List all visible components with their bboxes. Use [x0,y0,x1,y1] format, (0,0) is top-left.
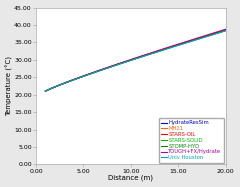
HydrateResSim [196,38,199,40]
STARS-SOLID [224,29,227,31]
STOMP-HYD [207,35,210,37]
STARS-SOLID [151,52,154,54]
STARS-SOLID [154,51,157,53]
Univ Houston [44,90,47,92]
HydrateResSim [151,52,154,54]
TOUGH+FX/Hydrate [45,90,48,92]
Y-axis label: Temperature (°C): Temperature (°C) [6,56,13,116]
Univ Houston [151,53,154,55]
Univ Houston [207,35,210,37]
STARS-OIL [151,52,154,54]
MH21 [44,90,47,92]
TOUGH+FX/Hydrate [44,90,47,92]
STARS-SOLID [151,52,154,54]
MH21 [196,37,199,39]
STOMP-HYD [224,29,227,32]
STOMP-HYD [44,90,47,92]
TOUGH+FX/Hydrate [196,37,199,39]
Line: Univ Houston: Univ Houston [45,31,226,91]
STOMP-HYD [196,38,199,40]
TOUGH+FX/Hydrate [224,28,227,31]
Univ Houston [45,90,48,92]
MH21 [207,33,210,36]
MH21 [151,51,154,54]
MH21 [154,50,157,52]
TOUGH+FX/Hydrate [154,50,157,53]
STARS-OIL [44,90,47,92]
HydrateResSim [151,52,154,54]
Line: TOUGH+FX/Hydrate: TOUGH+FX/Hydrate [45,30,226,91]
HydrateResSim [45,90,48,92]
Legend: HydrateResSim, MH21, STARS-OIL, STARS-SOLID, STOMP-HYD, TOUGH+FX/Hydrate, Univ H: HydrateResSim, MH21, STARS-OIL, STARS-SO… [159,118,224,163]
STOMP-HYD [151,52,154,54]
HydrateResSim [154,51,157,53]
Line: STOMP-HYD: STOMP-HYD [45,30,226,91]
TOUGH+FX/Hydrate [151,51,154,54]
HydrateResSim [224,29,227,31]
Univ Houston [154,51,157,53]
STARS-SOLID [207,34,210,36]
Univ Houston [224,30,227,32]
TOUGH+FX/Hydrate [151,52,154,54]
STARS-OIL [154,51,157,53]
STOMP-HYD [45,90,48,92]
Univ Houston [151,52,154,55]
MH21 [151,51,154,53]
Line: STARS-OIL: STARS-OIL [45,30,226,91]
Line: STARS-SOLID: STARS-SOLID [45,30,226,91]
X-axis label: Distance (m): Distance (m) [108,175,153,181]
HydrateResSim [207,34,210,36]
STARS-SOLID [196,38,199,40]
STARS-OIL [207,34,210,36]
TOUGH+FX/Hydrate [207,34,210,36]
STOMP-HYD [151,52,154,54]
Univ Houston [196,38,199,41]
STARS-OIL [196,37,199,40]
Line: HydrateResSim: HydrateResSim [45,30,226,91]
STARS-SOLID [44,90,47,92]
MH21 [224,28,227,30]
STARS-OIL [224,29,227,31]
STARS-SOLID [45,90,48,92]
STARS-OIL [45,90,48,92]
STOMP-HYD [154,51,157,53]
STARS-OIL [151,52,154,54]
HydrateResSim [44,90,47,92]
Line: MH21: MH21 [45,29,226,91]
MH21 [45,90,48,92]
